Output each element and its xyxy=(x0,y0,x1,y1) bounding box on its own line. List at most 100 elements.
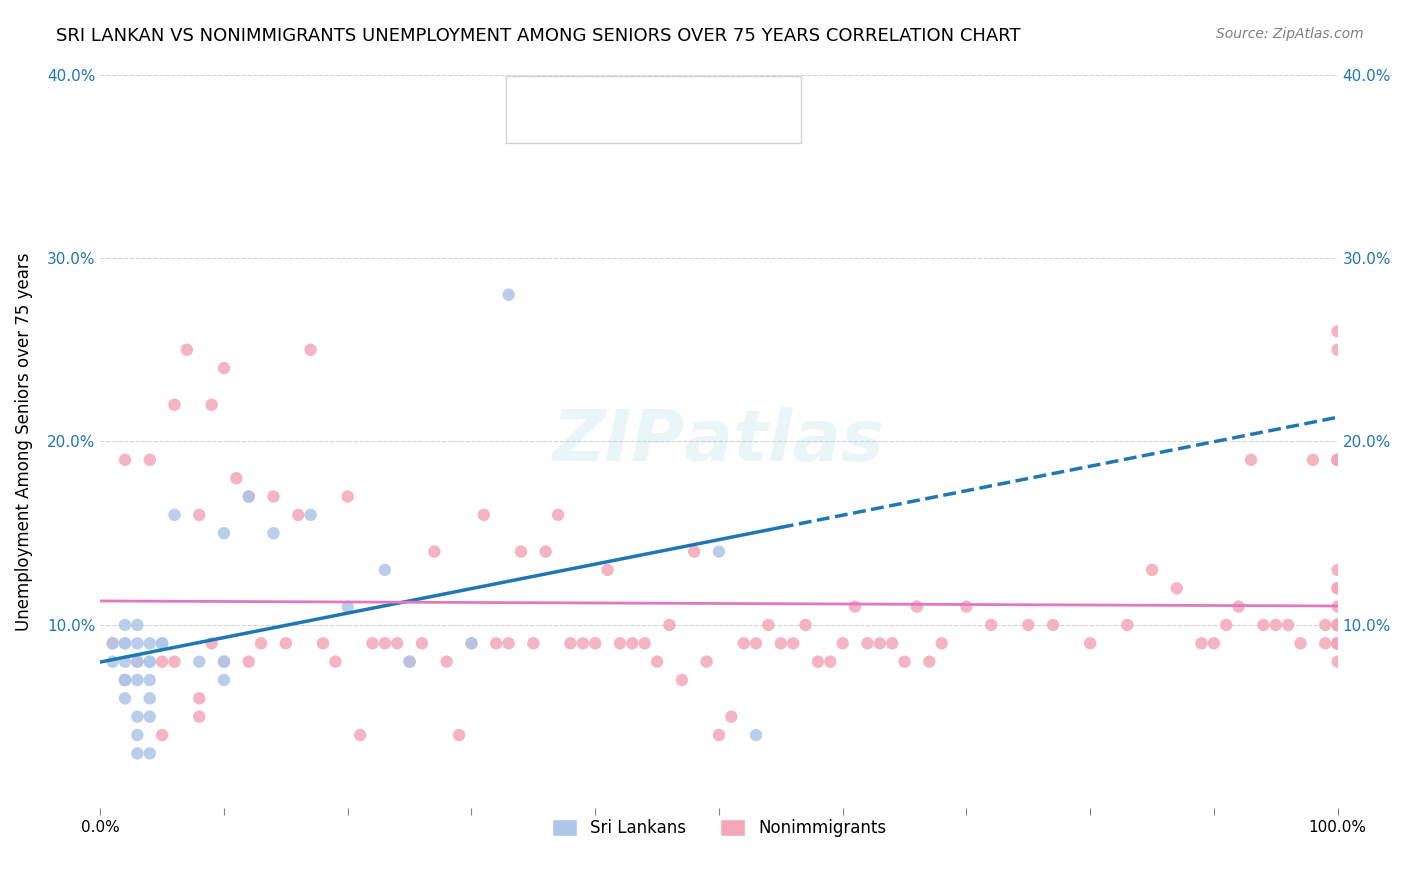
Point xyxy=(645,655,668,669)
Point xyxy=(1326,618,1348,632)
Point xyxy=(1240,453,1263,467)
Point xyxy=(114,673,136,687)
Point xyxy=(955,599,977,614)
Point xyxy=(150,636,173,650)
Point xyxy=(918,655,941,669)
Point xyxy=(212,655,235,669)
Point xyxy=(1116,618,1139,632)
Point xyxy=(1326,618,1348,632)
Point xyxy=(387,636,409,650)
Point xyxy=(472,508,495,522)
Y-axis label: Unemployment Among Seniors over 75 years: Unemployment Among Seniors over 75 years xyxy=(15,252,32,631)
Point xyxy=(683,544,706,558)
Point xyxy=(114,691,136,706)
Point xyxy=(794,618,817,632)
Point xyxy=(745,728,768,742)
Point xyxy=(361,636,384,650)
Point xyxy=(127,618,149,632)
Point xyxy=(1326,581,1348,595)
Point xyxy=(299,343,322,357)
Point xyxy=(336,599,359,614)
Point xyxy=(114,673,136,687)
Point xyxy=(101,636,124,650)
Point xyxy=(931,636,953,650)
Point xyxy=(609,636,631,650)
Point xyxy=(127,747,149,761)
Point xyxy=(127,673,149,687)
Text: R = 0.107   N = 128: R = 0.107 N = 128 xyxy=(541,116,748,134)
Point xyxy=(820,655,842,669)
Point xyxy=(287,508,309,522)
Point xyxy=(238,490,260,504)
Point xyxy=(807,655,830,669)
Point xyxy=(782,636,804,650)
Point xyxy=(163,398,186,412)
Point xyxy=(485,636,508,650)
Point xyxy=(707,544,730,558)
Point xyxy=(263,526,285,541)
Point xyxy=(398,655,420,669)
Point xyxy=(150,728,173,742)
Point xyxy=(572,636,595,650)
Legend: Sri Lankans, Nonimmigrants: Sri Lankans, Nonimmigrants xyxy=(546,813,893,844)
Point xyxy=(856,636,879,650)
Point xyxy=(1042,618,1064,632)
Point xyxy=(560,636,582,650)
Point xyxy=(238,655,260,669)
Point xyxy=(163,508,186,522)
Point xyxy=(176,343,198,357)
Point xyxy=(1253,618,1275,632)
Point xyxy=(312,636,335,650)
Point xyxy=(1289,636,1312,650)
Point xyxy=(1326,636,1348,650)
Point xyxy=(139,655,162,669)
Point xyxy=(1326,636,1348,650)
Point xyxy=(1326,563,1348,577)
Point xyxy=(769,636,792,650)
Point xyxy=(150,636,173,650)
Point xyxy=(299,508,322,522)
Point xyxy=(1326,636,1348,650)
Point xyxy=(696,655,718,669)
Point xyxy=(139,709,162,723)
Point xyxy=(1326,453,1348,467)
Point xyxy=(1326,581,1348,595)
Point xyxy=(114,618,136,632)
Point xyxy=(1326,636,1348,650)
Point xyxy=(1326,636,1348,650)
Point xyxy=(1017,618,1039,632)
Point xyxy=(325,655,347,669)
Point xyxy=(1315,636,1337,650)
Point xyxy=(436,655,458,669)
Point xyxy=(621,636,644,650)
Point xyxy=(745,636,768,650)
Text: ZIP​atlas: ZIP​atlas xyxy=(553,407,884,476)
Text: SRI LANKAN VS NONIMMIGRANTS UNEMPLOYMENT AMONG SENIORS OVER 75 YEARS CORRELATION: SRI LANKAN VS NONIMMIGRANTS UNEMPLOYMENT… xyxy=(56,27,1021,45)
Point xyxy=(1078,636,1101,650)
Point xyxy=(212,361,235,376)
Point xyxy=(1326,618,1348,632)
Point xyxy=(1326,453,1348,467)
Point xyxy=(905,599,928,614)
Point xyxy=(1326,343,1348,357)
Point xyxy=(127,655,149,669)
Point xyxy=(1326,636,1348,650)
Text: R = 0.145   N =  40: R = 0.145 N = 40 xyxy=(541,89,748,107)
Text: Source: ZipAtlas.com: Source: ZipAtlas.com xyxy=(1216,27,1364,41)
Point xyxy=(1326,599,1348,614)
Point xyxy=(114,636,136,650)
Point xyxy=(274,636,297,650)
Point xyxy=(1326,636,1348,650)
Point xyxy=(498,636,520,650)
Point xyxy=(882,636,904,650)
Point xyxy=(101,636,124,650)
Point xyxy=(844,599,866,614)
Point xyxy=(139,673,162,687)
Point xyxy=(1326,325,1348,339)
Point xyxy=(188,655,211,669)
Point xyxy=(1326,453,1348,467)
Point xyxy=(1140,563,1163,577)
Point xyxy=(522,636,544,650)
Point xyxy=(349,728,371,742)
Point xyxy=(201,636,224,650)
